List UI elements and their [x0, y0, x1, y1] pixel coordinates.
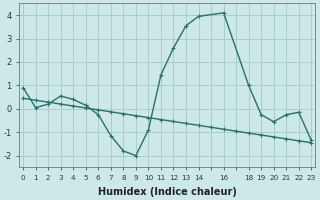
- X-axis label: Humidex (Indice chaleur): Humidex (Indice chaleur): [98, 187, 237, 197]
